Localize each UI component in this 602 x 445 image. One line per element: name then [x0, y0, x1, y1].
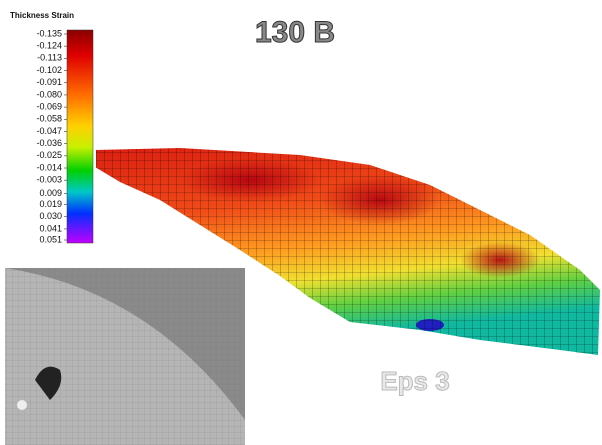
frame-label: Eps 3 — [380, 366, 449, 396]
photo-inset — [5, 268, 245, 445]
tick-label: -0.102 — [36, 65, 62, 75]
tick-label: -0.080 — [36, 89, 62, 99]
tick-label: 0.041 — [39, 223, 62, 233]
title: 130 B — [255, 16, 335, 49]
tick-label: 0.019 — [39, 199, 62, 209]
tick-label: -0.069 — [36, 101, 62, 111]
tick-label: 0.051 — [39, 234, 62, 244]
tick-label: -0.135 — [36, 28, 62, 38]
tick-label: 0.009 — [39, 188, 62, 198]
tick-label: -0.124 — [36, 41, 62, 51]
tick-label: -0.091 — [36, 77, 62, 87]
colorbar — [66, 29, 94, 244]
tick-label: -0.003 — [36, 175, 62, 185]
tick-label: 0.030 — [39, 211, 62, 221]
tick-label: -0.113 — [37, 53, 62, 63]
colorbar-title: Thickness Strain — [10, 11, 74, 20]
tick-label: -0.047 — [36, 126, 62, 136]
tick-label: -0.025 — [36, 150, 62, 160]
tick-label: -0.014 — [36, 162, 62, 172]
colorbar-ticks: -0.135 -0.124 -0.113 -0.102 -0.091 -0.080 -0.0… — [36, 28, 67, 244]
tick-label: -0.058 — [36, 114, 62, 124]
tick-label: -0.036 — [36, 138, 62, 148]
